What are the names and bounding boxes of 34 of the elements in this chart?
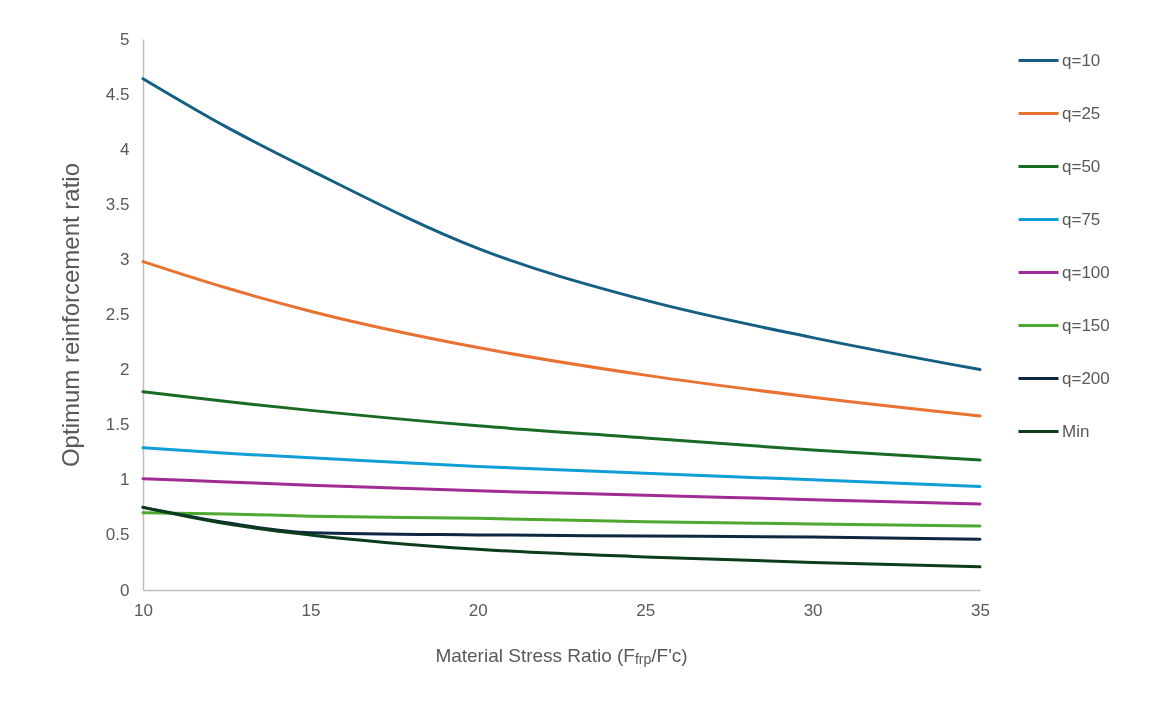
legend-label: q=25 <box>1062 103 1101 123</box>
x-tick-label: 30 <box>803 600 823 620</box>
x-tick-label: 15 <box>301 600 321 620</box>
x-tick-label: 10 <box>134 600 153 620</box>
y-tick-label: 2 <box>120 360 130 380</box>
legend-label: q=10 <box>1062 50 1101 70</box>
y-tick-label: 3.5 <box>105 194 130 214</box>
y-axis-title: Optimum reinforcement ratio <box>56 162 84 468</box>
legend-label: q=75 <box>1062 209 1101 229</box>
y-tick-label: 4 <box>120 139 130 159</box>
legend-label: Min <box>1062 421 1090 441</box>
y-tick-label: 2.5 <box>105 305 130 324</box>
x-tick-label: 20 <box>468 600 488 620</box>
line-series <box>141 477 982 506</box>
line-series <box>141 390 982 462</box>
line-series <box>141 505 982 569</box>
line-series <box>141 260 982 418</box>
legend-label: q=200 <box>1062 368 1110 388</box>
y-tick-label: 5 <box>120 29 130 49</box>
x-tick-label: 25 <box>636 600 656 620</box>
y-tick-label: 3 <box>120 249 130 269</box>
legend-label: q=50 <box>1062 156 1101 176</box>
line-series <box>141 77 982 372</box>
x-axis-title: Material Stress Ratio (F$_{frp}$/F'c) <box>434 645 689 667</box>
line-series <box>141 446 982 488</box>
line-series <box>141 511 982 528</box>
legend-label: q=100 <box>1062 262 1110 282</box>
y-tick-label: 4.5 <box>105 84 130 104</box>
y-tick-label: 1.5 <box>105 415 130 435</box>
y-tick-label: 0 <box>120 580 130 600</box>
x-tick-label: 35 <box>971 600 990 620</box>
y-tick-label: 1 <box>120 470 130 490</box>
legend-label: q=150 <box>1062 315 1110 335</box>
y-tick-label: 0.5 <box>105 525 130 545</box>
